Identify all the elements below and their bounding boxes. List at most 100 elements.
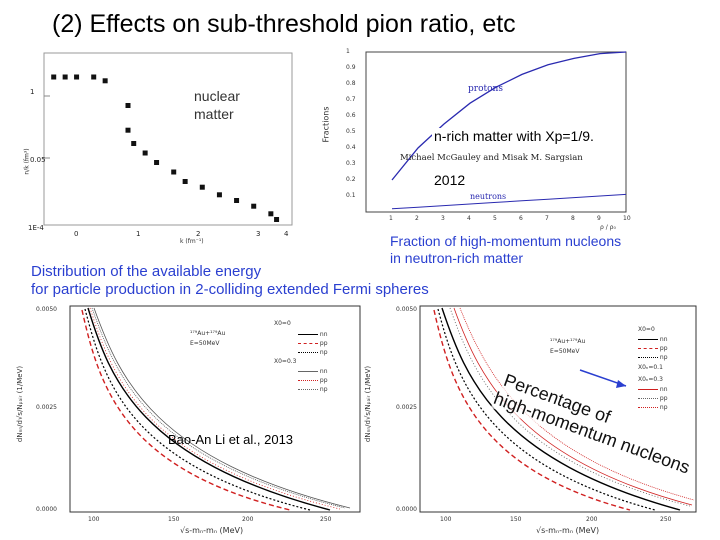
data-point [268, 211, 274, 217]
y-tick: 0.9 [346, 64, 356, 71]
y-tick: 0.5 [346, 128, 356, 135]
data-point [182, 179, 188, 184]
x-tick: 7 [545, 215, 549, 222]
data-point [125, 103, 131, 108]
y-axis-label: Fractions [321, 106, 331, 143]
y-axis-label: dNₙₙ/d√s/Nₚₐᵢᵣ (1/MeV) [16, 365, 25, 443]
x-tick: 3 [441, 215, 445, 222]
legend-entry: np [634, 404, 668, 411]
data-point [51, 74, 57, 80]
fractions-plot: 1 0.9 0.8 0.7 0.6 0.5 0.4 0.3 0.2 0.1 Fractions 1… [321, 48, 642, 231]
data-point [125, 127, 131, 133]
protons-series-line [391, 51, 627, 181]
legend-entry: nn [634, 336, 668, 343]
y-tick: 0.0025 [396, 404, 417, 411]
fractions-plot-svg [365, 51, 627, 213]
y-tick: 0.3 [346, 160, 356, 167]
y-tick: 1E-4 [28, 224, 44, 232]
x-tick: 200 [586, 516, 598, 523]
data-point [216, 192, 222, 198]
data-point [199, 184, 205, 190]
energy: E=50MeV [550, 348, 580, 355]
fractions-caption-line1: Fraction of high-momentum nucleons [390, 233, 622, 249]
slide-title: (2) Effects on sub-threshold pion ratio,… [52, 10, 516, 38]
x-tick: 0 [74, 230, 79, 238]
nuclear-matter-plot: 1 0.05 1E-4 n/k (fm³) 0 1 2 3 4 k (fm⁻¹)… [24, 48, 300, 245]
x-tick: 100 [88, 516, 100, 523]
y-tick: 0.0000 [36, 506, 57, 513]
nuclear-matter-plot-svg [43, 52, 293, 226]
x-tick: 2 [196, 230, 201, 238]
y-axis-label: dNₙₙ/d√s/Nₚₐᵢᵣ (1/MeV) [364, 365, 373, 443]
legend-x03: X0=0.3 [274, 358, 297, 365]
energy-distribution-left-svg [69, 305, 361, 513]
data-point [74, 74, 80, 80]
y-tick: 0.8 [346, 80, 356, 87]
legend-entry: pp [294, 377, 328, 384]
y-axis-label: n/k (fm³) [23, 148, 31, 175]
y-tick: 0.0025 [36, 404, 57, 411]
y-tick: 0.2 [346, 176, 356, 183]
x-tick: 150 [168, 516, 180, 523]
y-tick: 0.4 [346, 144, 356, 151]
data-point [142, 150, 148, 156]
legend-entry: nn [294, 331, 328, 338]
legend-x0: X0=0 [274, 320, 291, 327]
x-tick: 2 [415, 215, 419, 222]
x-tick: 150 [510, 516, 522, 523]
x-tick: 5 [493, 215, 497, 222]
data-point [62, 74, 68, 80]
y-tick: 0.7 [346, 96, 356, 103]
legend-x0: X0=0 [638, 326, 655, 333]
data-point [154, 160, 160, 165]
n-rich-text: n-rich matter with Xp=1/9. [432, 128, 596, 144]
energy-distribution-plot-right: 0.0050 0.0025 0.0000 dNₙₙ/d√s/Nₚₐᵢᵣ (1/M… [364, 300, 700, 540]
data-point [274, 217, 280, 222]
legend-entry: pp [634, 395, 668, 402]
reaction: ¹⁷⁹Au+¹⁷⁹Au [550, 338, 586, 345]
energy-distribution-plot-left: 0.0050 0.0025 0.0000 dNₙₙ/d√s/Nₚₐᵢᵣ (1/M… [16, 300, 370, 540]
x-tick: 1 [136, 230, 141, 238]
legend-x03: X0ₙ=0.3 [638, 376, 663, 383]
energy: E=50MeV [190, 340, 220, 347]
y-tick: 0.6 [346, 112, 356, 119]
distribution-caption-line2: for particle production in 2-colliding e… [31, 281, 429, 298]
matter-label: matter [194, 106, 234, 122]
legend-entry: nn [294, 368, 328, 375]
neutrons-label: neutrons [470, 192, 507, 201]
legend-x01: X0ₙ=0.1 [638, 364, 663, 371]
y-tick: 0.05 [30, 156, 46, 164]
credit: Bao-An Li et al., 2013 [168, 432, 294, 447]
protons-label: protons [468, 84, 503, 94]
legend-entry: pp [294, 340, 328, 347]
x-tick: 250 [660, 516, 672, 523]
legend-entry: np [294, 386, 328, 393]
data-point [234, 198, 240, 203]
y-tick: 0.0050 [36, 306, 57, 313]
x-tick: 4 [467, 215, 471, 222]
x-axis-label: ρ / ρ₀ [600, 224, 616, 231]
data-point [131, 141, 137, 146]
year-text: 2012 [432, 172, 468, 188]
y-tick: 0.0000 [396, 506, 417, 513]
data-point [171, 169, 177, 175]
distribution-caption-line1: Distribution of the available energy [31, 263, 262, 280]
x-axis-label: √s-mₙ-mₙ (MeV) [536, 526, 600, 535]
data-point [91, 74, 97, 80]
x-tick: 3 [256, 230, 261, 238]
nuclear-label: nuclear [194, 88, 240, 104]
x-tick: 1 [389, 215, 393, 222]
reaction: ¹⁷⁹Au+¹⁷⁹Au [190, 330, 226, 337]
legend-entry: np [294, 349, 328, 356]
x-tick: 200 [242, 516, 254, 523]
legend-entry: np [634, 354, 668, 361]
y-tick: 0.0050 [396, 306, 417, 313]
x-axis-label: √s-mₙ-mₙ (MeV) [180, 526, 244, 535]
x-tick: 250 [320, 516, 332, 523]
x-tick: 4 [284, 230, 289, 238]
y-tick: 1 [30, 88, 35, 96]
y-tick: 0.1 [346, 192, 356, 199]
data-point [251, 203, 257, 209]
data-point [102, 78, 108, 84]
x-tick: 9 [597, 215, 601, 222]
